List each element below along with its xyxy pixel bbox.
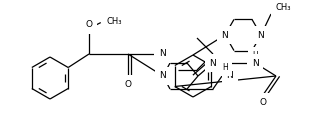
Text: N: N (210, 59, 216, 67)
Text: H: H (252, 51, 258, 60)
Text: N: N (226, 72, 233, 80)
Text: O: O (125, 80, 131, 89)
Text: N: N (222, 30, 228, 40)
Text: O: O (86, 20, 92, 29)
Text: N: N (159, 49, 165, 59)
Text: N: N (252, 59, 258, 67)
Text: O: O (259, 98, 267, 107)
Text: N: N (258, 30, 264, 40)
Text: N: N (160, 72, 166, 80)
Text: CH₃: CH₃ (276, 3, 291, 12)
Text: H: H (222, 63, 228, 72)
Text: CH₃: CH₃ (106, 17, 122, 26)
